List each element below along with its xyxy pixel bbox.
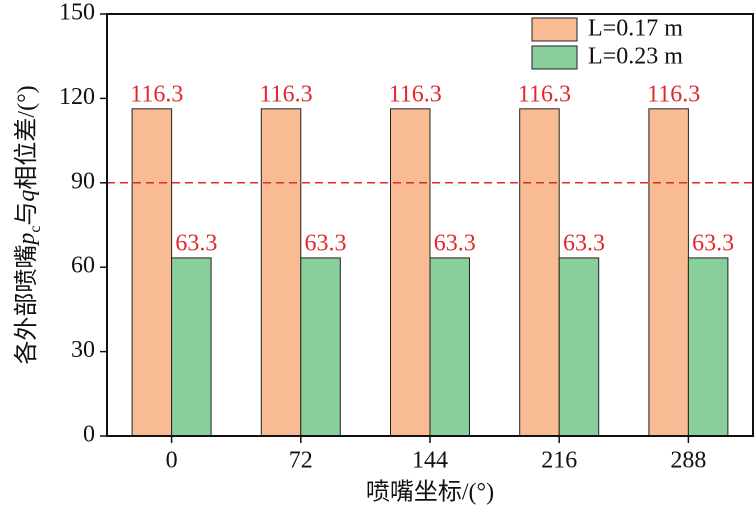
- bar: [687, 257, 729, 437]
- y-tick-label: 60: [71, 253, 95, 279]
- y-tick-label: 30: [71, 337, 95, 363]
- y-axis-label-part: p: [14, 233, 40, 247]
- y-axis-label-part: q: [14, 190, 40, 202]
- x-axis-label: 喷嘴坐标/(°): [366, 479, 494, 506]
- bar: [648, 108, 689, 437]
- y-tick-label: 120: [59, 84, 95, 110]
- value-label: 63.3: [175, 230, 217, 256]
- y-tick-label: 90: [71, 168, 95, 194]
- plot-frame: [106, 13, 754, 437]
- value-label: 116.3: [647, 81, 700, 107]
- bar: [390, 108, 431, 437]
- x-tick-label: 72: [289, 448, 313, 474]
- y-tick-label: 150: [59, 0, 95, 26]
- bar: [429, 257, 470, 437]
- x-tick-label: 144: [412, 448, 448, 474]
- y-axis-label-part: 各外部喷嘴: [13, 245, 40, 365]
- legend-swatch: [531, 17, 578, 42]
- bar: [131, 108, 173, 437]
- legend-label: L=0.17 m: [588, 16, 683, 42]
- bar: [260, 108, 302, 437]
- y-axis-label-part: 相位差/(°): [13, 85, 40, 189]
- y-axis-label-part: 与: [14, 202, 40, 226]
- x-tick-label: 288: [670, 448, 706, 474]
- legend-swatch: [531, 45, 578, 70]
- value-label: 63.3: [563, 230, 605, 256]
- value-label: 116.3: [130, 81, 183, 107]
- legend-label: L=0.23 m: [588, 44, 683, 70]
- value-label: 116.3: [389, 81, 442, 107]
- bar: [558, 257, 600, 437]
- bar: [519, 108, 560, 437]
- y-tick-label: 0: [83, 422, 95, 448]
- bar: [300, 257, 341, 437]
- value-label: 116.3: [259, 81, 312, 107]
- bar: [171, 257, 212, 437]
- y-axis-label-part: c: [27, 226, 44, 233]
- x-tick-label: 216: [541, 448, 577, 474]
- x-tick-label: 0: [166, 448, 178, 474]
- value-label: 63.3: [692, 230, 734, 256]
- value-label: 63.3: [434, 230, 476, 256]
- value-label: 63.3: [305, 230, 347, 256]
- value-label: 116.3: [518, 81, 571, 107]
- y-axis-label: 各外部喷嘴pc与q相位差/(°): [13, 85, 45, 364]
